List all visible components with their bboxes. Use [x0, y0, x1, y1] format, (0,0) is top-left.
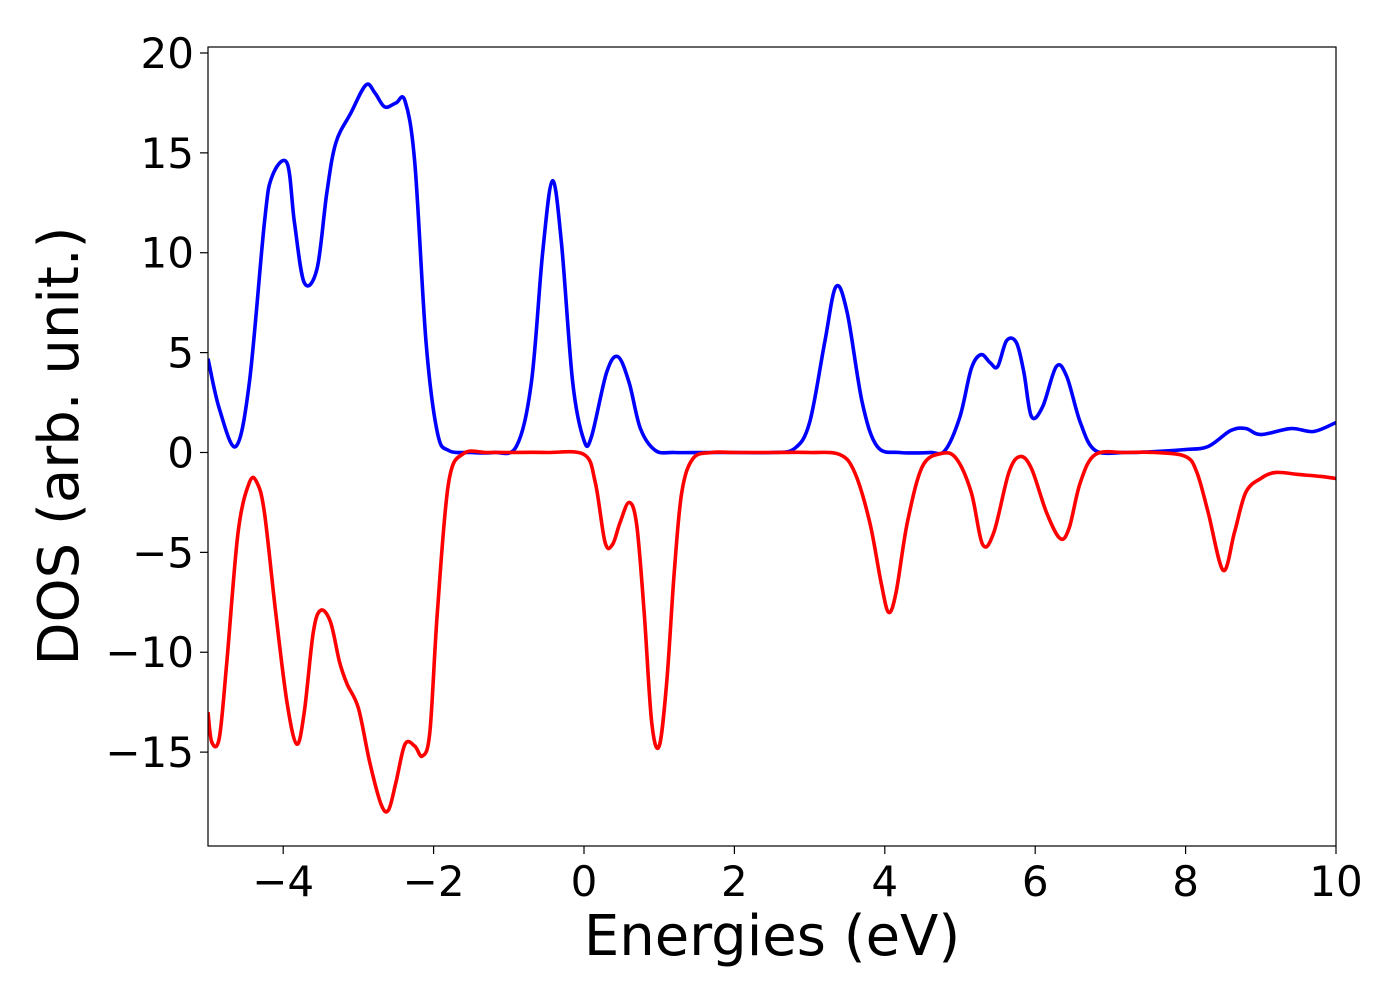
dos-series-red	[208, 449, 1336, 814]
y-tick-label: −10	[105, 628, 194, 677]
x-tick-label: 0	[571, 857, 598, 906]
y-tick-label: 0	[167, 428, 194, 477]
x-axis-ticks: −4 −2 0 2 4 6 8 10	[252, 846, 1363, 906]
y-tick-label: 10	[141, 229, 194, 278]
y-tick-label: −15	[105, 728, 194, 777]
y-tick-label: 5	[167, 329, 194, 378]
series-layer	[208, 82, 1336, 814]
y-tick-label: −5	[132, 528, 194, 577]
dos-series-blue	[208, 82, 1336, 456]
y-axis-label: DOS (arb. unit.)	[27, 226, 92, 665]
x-tick-label: 6	[1022, 857, 1049, 906]
x-tick-label: 4	[871, 857, 898, 906]
x-tick-label: 2	[721, 857, 748, 906]
y-tick-label: 15	[141, 129, 194, 178]
x-tick-label: 8	[1172, 857, 1199, 906]
plot-area	[208, 47, 1336, 846]
plot-frame	[207, 46, 1337, 847]
x-tick-label: −4	[252, 857, 314, 906]
y-tick-label: 20	[141, 29, 194, 78]
x-tick-label: 10	[1309, 857, 1362, 906]
x-axis-label: Energies (eV)	[584, 904, 960, 969]
x-tick-label: −2	[403, 857, 465, 906]
y-axis-ticks: 20 15 10 5 0 −5 −10 −15	[105, 29, 208, 777]
